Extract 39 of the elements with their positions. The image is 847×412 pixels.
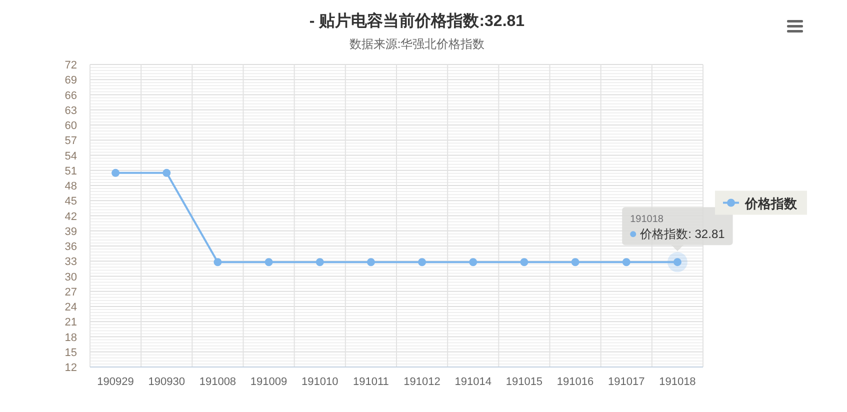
x-tick-label: 191015 (506, 376, 543, 388)
y-tick-label: 69 (64, 74, 77, 87)
x-tick-label: 191016 (556, 376, 594, 388)
y-tick-label: 24 (64, 302, 77, 314)
x-tick-label: 191017 (608, 376, 645, 388)
title: - 贴片电容当前价格指数:32.81 (309, 13, 525, 30)
x-tick-label: 191018 (659, 376, 696, 388)
y-tick-label: 66 (64, 90, 77, 102)
x-tick-label: 191010 (302, 376, 338, 388)
y-tick-label: 15 (64, 346, 77, 359)
x-tick-label: 191009 (250, 376, 288, 388)
legend-label: 价格指数 (744, 196, 798, 211)
y-tick-label: 72 (64, 60, 77, 72)
y-tick-label: 27 (64, 286, 77, 298)
x-tick-label: 190929 (97, 376, 134, 388)
subtitle: 数据来源:华强北价格指数 (349, 37, 485, 51)
y-tick-label: 12 (64, 362, 77, 374)
x-tick-label: 191014 (454, 376, 492, 388)
x-tick-label: 191011 (353, 376, 389, 388)
y-tick-label: 42 (64, 210, 77, 223)
annotation: 191018 (630, 214, 664, 226)
y-tick-label: 18 (64, 332, 77, 344)
y-tick-label: 51 (64, 165, 77, 178)
x-tick-label: 191012 (404, 376, 440, 388)
y-tick-label: 63 (64, 104, 77, 117)
y-tick-label: 36 (64, 241, 77, 253)
y-tick-label: 60 (64, 120, 77, 132)
annotation: 价格指数: 32.81 (640, 227, 725, 242)
legend: 价格指数 (715, 190, 807, 215)
y-tick-label: 57 (64, 135, 77, 148)
y-tick-label: 48 (64, 180, 77, 192)
y-tick-label: 30 (64, 271, 77, 284)
y-tick-label: 21 (64, 316, 77, 329)
x-tick-label: 190930 (148, 376, 185, 388)
y-tick-label: 33 (64, 256, 77, 268)
y-tick-label: 45 (64, 196, 77, 208)
x-tick-label: 191008 (199, 376, 236, 388)
y-tick-label: 39 (64, 226, 77, 238)
y-tick-label: 54 (64, 150, 77, 162)
